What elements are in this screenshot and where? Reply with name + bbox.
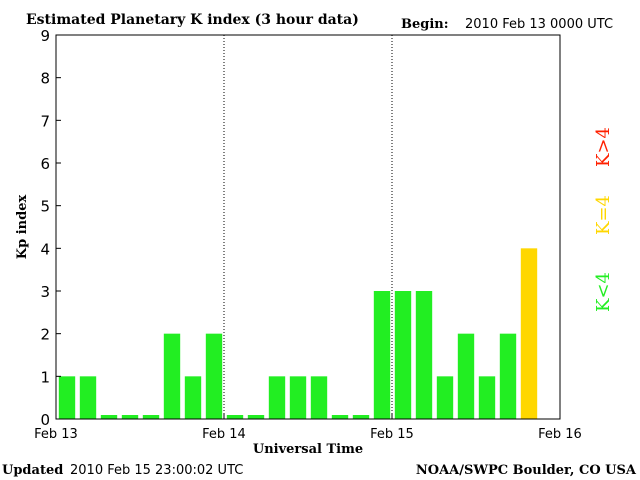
kp-bar [520, 248, 538, 419]
legend-k-below-4: K<4 [593, 272, 614, 312]
x-tick-label: Feb 13 [34, 427, 78, 442]
legend: K>4 K=4 K<4 [593, 127, 614, 312]
kp-bar [79, 376, 97, 419]
kp-bar [373, 291, 391, 419]
y-axis-ticks: 0 1 2 3 4 5 6 7 8 9 [40, 27, 61, 429]
begin-label: Begin: [401, 17, 449, 32]
updated-label: Updated [2, 463, 63, 478]
kp-bar [226, 415, 244, 419]
kp-bar [142, 415, 160, 419]
kp-bar [310, 376, 328, 419]
bar-series [58, 248, 538, 419]
x-tick-label: Feb 14 [202, 427, 246, 442]
x-tick-label: Feb 15 [370, 427, 414, 442]
chart-title: Estimated Planetary K index (3 hour data… [26, 12, 359, 28]
x-axis-ticks: Feb 13 Feb 14 Feb 15 Feb 16 [34, 414, 582, 442]
updated-value: 2010 Feb 15 23:00:02 UTC [70, 463, 243, 478]
kp-bar [205, 333, 223, 419]
legend-k-above-4: K>4 [593, 127, 614, 167]
y-tick-label: 4 [40, 240, 50, 258]
y-tick-label: 7 [40, 112, 50, 130]
kp-bar [289, 376, 307, 419]
y-tick-label: 2 [40, 326, 50, 344]
kp-bar [121, 415, 139, 419]
y-tick-label: 9 [40, 27, 50, 45]
plot-frame [55, 34, 561, 420]
y-tick-label: 5 [40, 198, 50, 216]
y-tick-label: 6 [40, 155, 50, 173]
credit-text: NOAA/SWPC Boulder, CO USA [416, 463, 637, 478]
y-tick-label: 1 [40, 368, 50, 386]
kp-bar [184, 376, 202, 419]
kp-bar [415, 291, 433, 419]
kp-bar [499, 333, 517, 419]
x-tick-label: Feb 16 [538, 427, 582, 442]
kp-bar [394, 291, 412, 419]
kp-bar [436, 376, 454, 419]
kp-bar [457, 333, 475, 419]
begin-value: 2010 Feb 13 0000 UTC [465, 17, 613, 32]
x-axis-title: Universal Time [253, 442, 363, 457]
kp-bar [268, 376, 286, 419]
kp-bar [247, 415, 265, 419]
day-divider-lines [223, 35, 393, 419]
kp-bar [100, 415, 118, 419]
kp-bar [352, 415, 370, 419]
kp-bar [58, 376, 76, 419]
y-tick-label: 3 [40, 283, 50, 301]
kp-bar [478, 376, 496, 419]
y-tick-label: 8 [40, 70, 50, 88]
legend-k-equal-4: K=4 [593, 195, 614, 235]
y-tick-label: 0 [40, 411, 50, 429]
kp-bar [331, 415, 349, 419]
y-axis-title: Kp index [15, 195, 30, 260]
kp-bar [163, 333, 181, 419]
